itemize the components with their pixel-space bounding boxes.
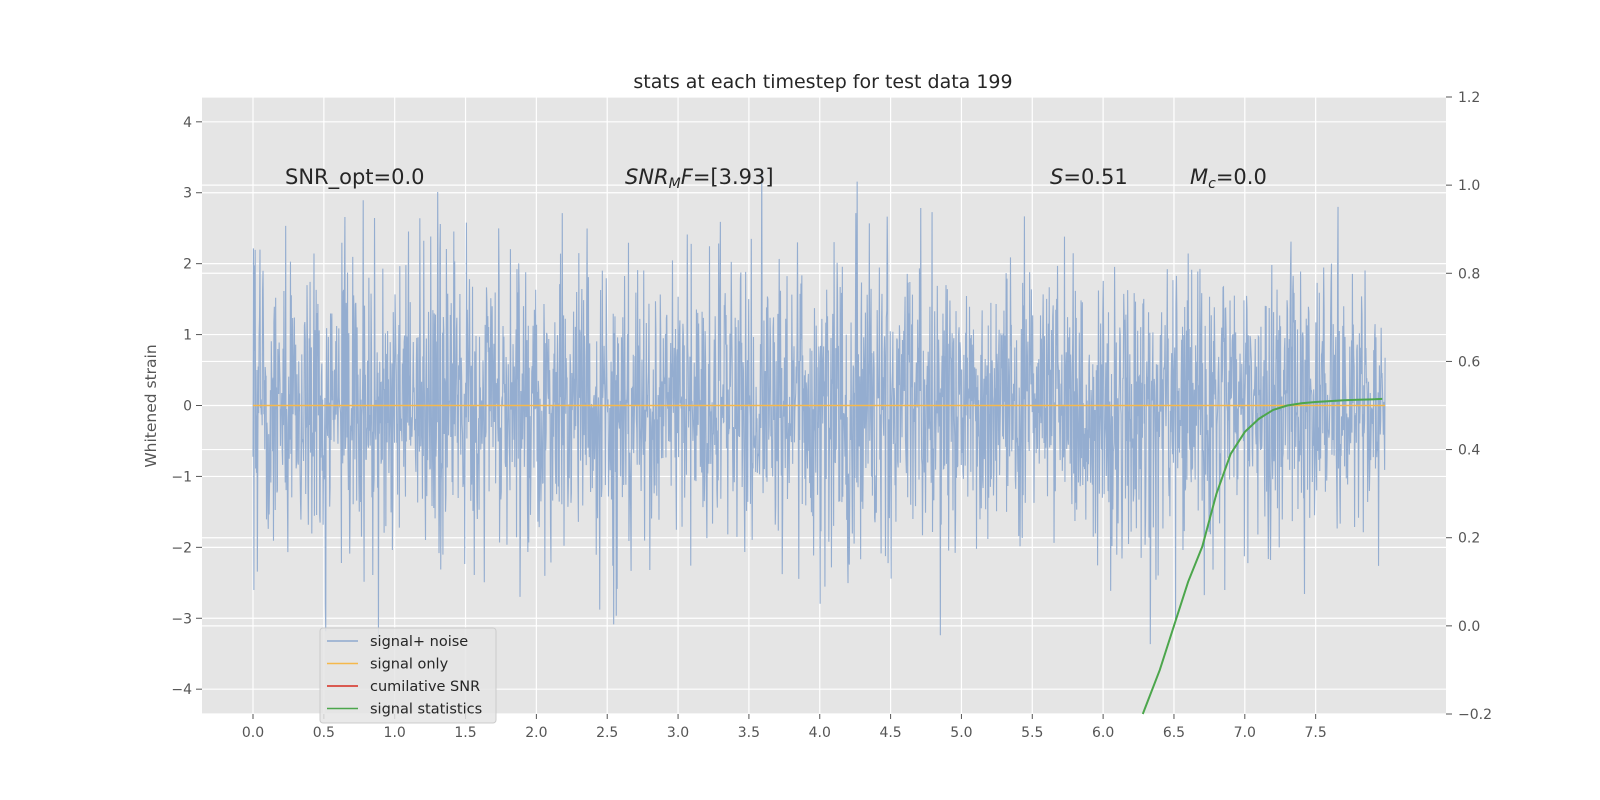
y-tick-label: −3 [171,611,192,627]
x-tick-label: 3.0 [667,725,689,741]
series-layer [253,397,1386,715]
legend-label: signal only [370,657,449,673]
legend-label: signal statistics [370,702,482,718]
y-tick-label: 0 [183,399,192,415]
x-tick-label: 6.0 [1092,725,1114,741]
y2-tick-label: 0.6 [1458,354,1480,370]
y-tick-label: 4 [183,115,192,131]
x-tick-label: 4.0 [809,725,831,741]
annotation-snr-opt: SNR_opt=0.0 [285,165,425,190]
y2-tick-label: 0.4 [1458,443,1480,459]
y-tick-label: 2 [183,257,192,273]
x-tick-label: 4.5 [879,725,901,741]
x-tick-label: 0.0 [242,725,264,741]
y-tick-label: 1 [183,328,192,344]
legend-label: cumilative SNR [370,679,480,695]
y-tick-label: −2 [171,540,192,556]
y-tick-label: 3 [183,186,192,202]
y2-tick-label: 1.2 [1458,90,1480,106]
tick-labels: −4 −3 −2 −1 0 1 2 3 4 −0.2 0.0 0.2 0.4 0.6 0.8 1.0 1.2 0.… [171,90,1492,741]
x-tick-label: 5.0 [950,725,972,741]
x-tick-label: 7.0 [1234,725,1256,741]
x-tick-label: 1.5 [454,725,476,741]
legend-box [319,627,497,724]
signal-noise-series [252,168,1386,645]
y2-tick-label: −0.2 [1458,707,1492,723]
x-tick-label: 1.0 [384,725,406,741]
annotation-mc: Mc=0.0 [1190,165,1267,192]
x-tick-label: 5.5 [1021,725,1043,741]
y-tick-label: −1 [171,469,192,485]
x-tick-label: 7.5 [1305,725,1327,741]
y2-tick-label: 0.2 [1458,531,1480,547]
x-tick-label: 3.5 [738,725,760,741]
y2-tick-label: 0.8 [1458,266,1480,282]
chart-title: stats at each timestep for test data 199 [633,71,1012,93]
x-tick-label: 2.5 [596,725,618,741]
x-tick-label: 2.0 [525,725,547,741]
x-tick-label: 0.5 [313,725,335,741]
y-axis-label: Whitened strain [142,344,160,467]
y-tick-label: −4 [171,682,192,698]
annotation-snr-mf: SNRMF=[3.93] [625,165,774,192]
series-line-signal-statistics [1141,397,1383,715]
x-tick-label: 6.5 [1163,725,1185,741]
y2-tick-label: 1.0 [1458,178,1480,194]
annotation-s: S=0.51 [1050,165,1128,189]
legend-label: signal+ noise [370,634,468,650]
series-line-signal-noise [252,168,1386,645]
legend: signal+ noise signal only cumilative SNR si… [319,627,497,724]
y2-tick-label: 0.0 [1458,619,1480,635]
